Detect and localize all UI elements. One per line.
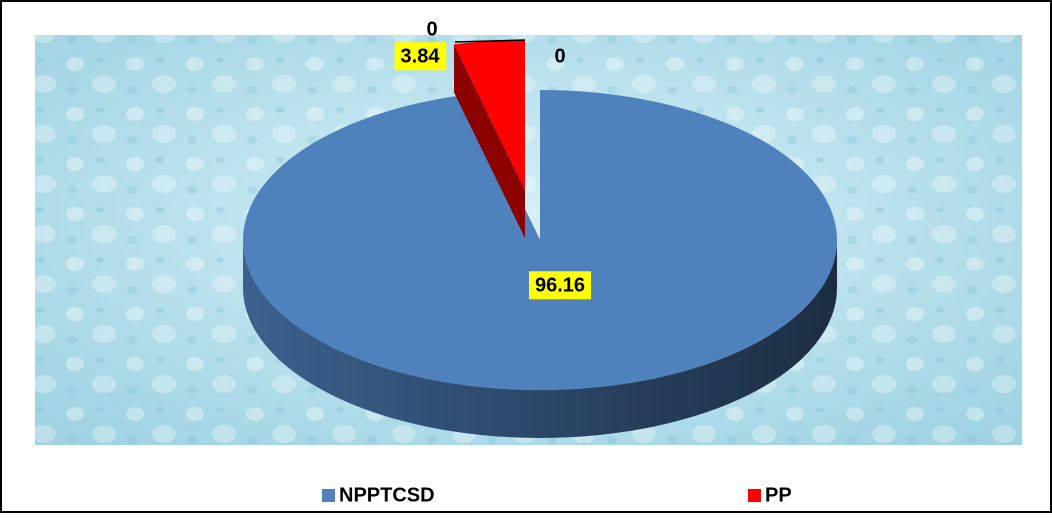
data-label: 0: [554, 45, 565, 67]
data-label-box: [528, 271, 592, 300]
data-label-box: [394, 42, 447, 71]
legend-label: NPPTCSD: [339, 484, 435, 506]
legend-swatch: [322, 489, 335, 502]
legend-label: PP: [765, 484, 792, 506]
slice-face: [454, 44, 525, 238]
slice: [454, 40, 525, 190]
leader-line: [454, 39, 526, 43]
data-label: 96.16: [535, 274, 585, 296]
data-label: 3.84: [401, 45, 441, 67]
legend-swatch: [748, 489, 761, 502]
slice: [242, 90, 837, 390]
data-label: 0: [426, 18, 437, 40]
slice-side: [243, 240, 837, 438]
